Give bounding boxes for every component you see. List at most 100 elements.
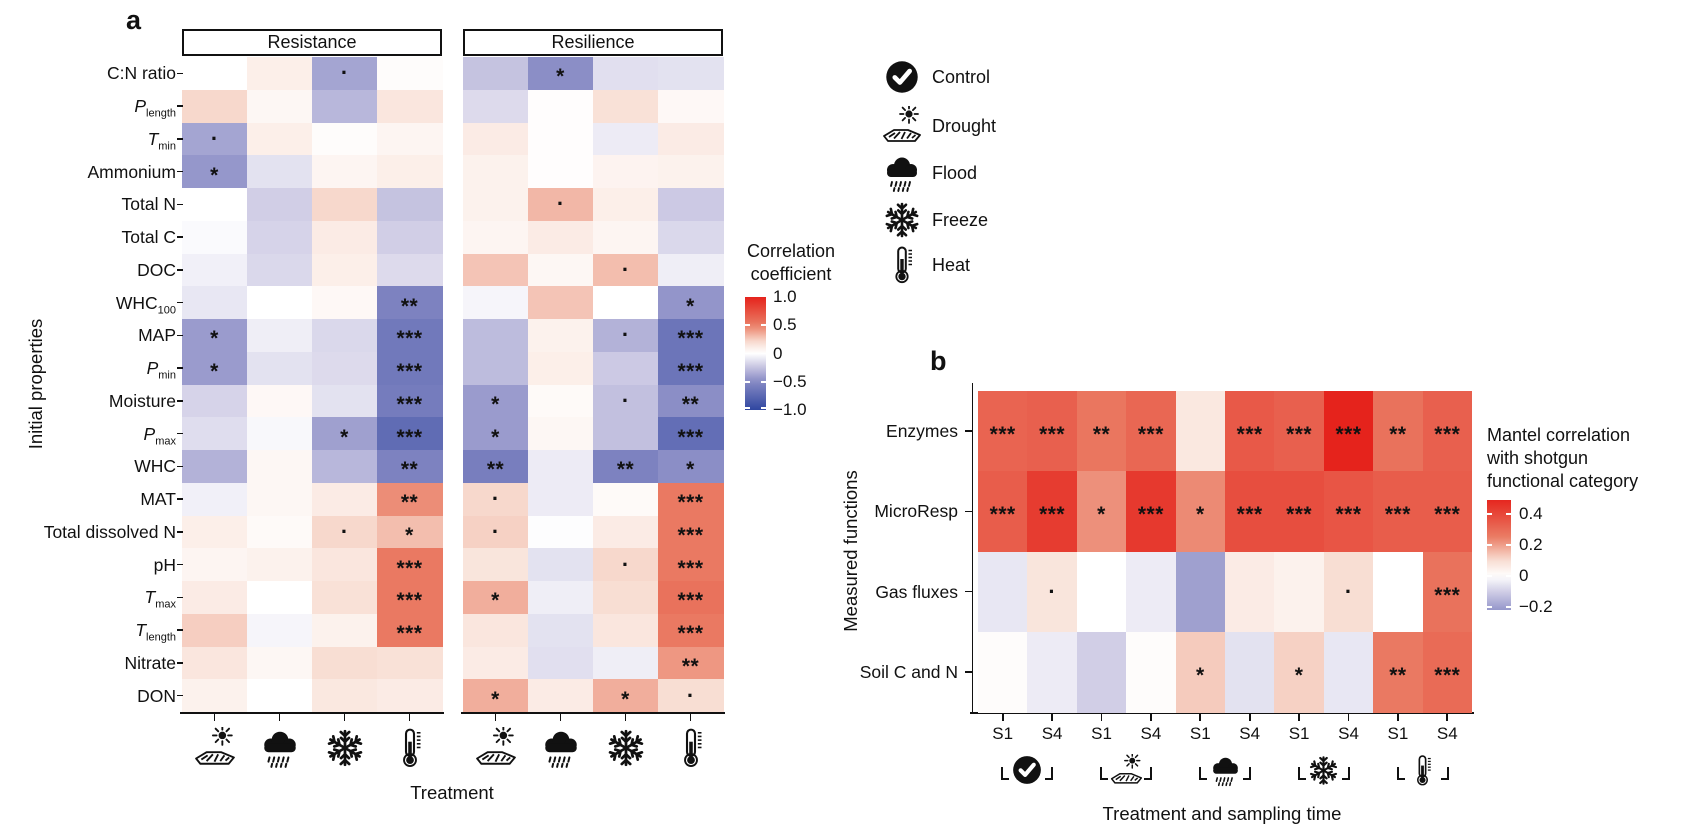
row-label: Total N [121, 194, 176, 215]
sampling-time-label: S4 [1041, 724, 1063, 743]
heatmap-cell [312, 89, 378, 123]
heatmap-cell [312, 646, 378, 680]
heatmap-cell [528, 319, 594, 353]
heatmap-cell [658, 679, 724, 713]
group-bracket-right [1243, 767, 1251, 780]
panel-a-label: a [126, 5, 142, 35]
heatmap-cell [182, 351, 248, 385]
x-axis-tick [213, 713, 216, 721]
heatmap-cell [312, 319, 378, 353]
heatmap-cell [463, 220, 529, 254]
y-axis-tick [177, 400, 183, 402]
y-axis-tick [964, 671, 972, 673]
colorbar-a-tick-label: −0.5 [773, 371, 807, 391]
row-label: DON [137, 685, 176, 706]
heatmap-cell [1323, 551, 1374, 633]
heatmap-cell [593, 188, 659, 222]
x-axis-tick [1051, 713, 1053, 721]
heatmap-cell [312, 482, 378, 516]
panel-b-x-axis-title: Treatment and sampling time [1102, 803, 1342, 824]
heatmap-cell [528, 57, 594, 91]
x-axis-tick [1100, 713, 1103, 721]
heatmap-cell [528, 220, 594, 254]
group-bracket-left [1100, 767, 1109, 780]
heatmap-cell [247, 57, 313, 91]
heatmap-cell [247, 220, 313, 254]
heatmap-cell [463, 319, 529, 353]
heatmap-cell [247, 351, 313, 385]
check-circle-icon [880, 55, 924, 99]
heatmap-cell [312, 122, 378, 156]
heat-icon [669, 726, 713, 770]
heatmap-cell [1422, 471, 1473, 552]
heatmap-cell [658, 155, 724, 189]
heatmap-cell [528, 646, 594, 680]
heatmap-cell [978, 471, 1028, 552]
heatmap-cell [247, 548, 313, 582]
heatmap-cell [247, 646, 313, 680]
heatmap-cell [377, 384, 443, 418]
row-label: Tmax [144, 587, 176, 611]
heatmap-cell [658, 646, 724, 680]
heatmap-cell [1373, 551, 1424, 633]
drought-icon [1109, 753, 1143, 787]
colorbar-b-title: Mantel correlation with shotgun function… [1487, 424, 1638, 493]
colorbar-a-tick [761, 324, 766, 327]
row-label: Pmax [143, 423, 176, 448]
row-label: WHC [134, 456, 176, 477]
heatmap-cell [528, 155, 594, 189]
x-axis-tick [1298, 713, 1300, 721]
heat-icon [1406, 753, 1440, 787]
heatmap-cell [1076, 391, 1127, 472]
heatmap-cell [593, 548, 659, 582]
heatmap-cell [1274, 391, 1325, 472]
heatmap-cell [182, 417, 248, 451]
heatmap-cell [1076, 551, 1127, 633]
heatmap-cell [377, 482, 443, 516]
heatmap-cell [182, 646, 248, 680]
colorbar-b-title-line3: functional category [1487, 471, 1639, 491]
row-label: WHC100 [115, 292, 176, 317]
heatmap-cell [528, 417, 594, 451]
heatmap-cell [1274, 631, 1325, 713]
colorbar-b-tick-label: 0.4 [1519, 503, 1543, 523]
y-axis-tick [964, 590, 972, 593]
heatmap-cell [463, 286, 529, 320]
row-label: pH [153, 554, 176, 575]
colorbar-b-tick [1506, 575, 1511, 577]
row-label: C:N ratio [106, 63, 176, 84]
heatmap-cell [247, 515, 313, 549]
heatmap-cell [658, 515, 724, 549]
panel-b-label: b [930, 346, 947, 376]
heatmap-cell [312, 581, 378, 615]
heatmap-cell [463, 581, 529, 615]
heatmap-cell [1076, 631, 1127, 713]
colorbar-b-tick [1506, 513, 1511, 515]
heatmap-cell [312, 417, 378, 451]
heatmap-cell [182, 548, 248, 582]
flood-icon [539, 726, 583, 770]
colorbar-b-title-line1: Mantel correlation [1487, 425, 1631, 445]
heatmap-cell [312, 679, 378, 713]
heatmap-cell [463, 122, 529, 156]
x-axis-tick [1199, 713, 1202, 721]
heatmap-cell [377, 417, 443, 451]
y-axis-tick [177, 269, 183, 271]
heatmap-cell [528, 351, 594, 385]
heatmap-cell [1175, 631, 1226, 713]
heatmap-cell [658, 253, 724, 287]
row-label: MAP [138, 325, 176, 346]
heatmap-cell [182, 679, 248, 713]
colorbar-a-tick [745, 352, 750, 355]
heatmap-cell [528, 548, 594, 582]
heatmap-cell [182, 57, 248, 91]
legend-item-label: Freeze [932, 210, 989, 230]
row-label: Nitrate [124, 652, 176, 673]
heatmap-cell [182, 450, 248, 484]
colorbar-a-title-line2: coefficient [750, 264, 832, 284]
legend-item-label: Control [932, 67, 991, 87]
sampling-time-label: S1 [1189, 724, 1211, 743]
y-axis-tick [177, 498, 183, 500]
flood-icon [880, 151, 924, 195]
heatmap-cell [978, 391, 1028, 472]
